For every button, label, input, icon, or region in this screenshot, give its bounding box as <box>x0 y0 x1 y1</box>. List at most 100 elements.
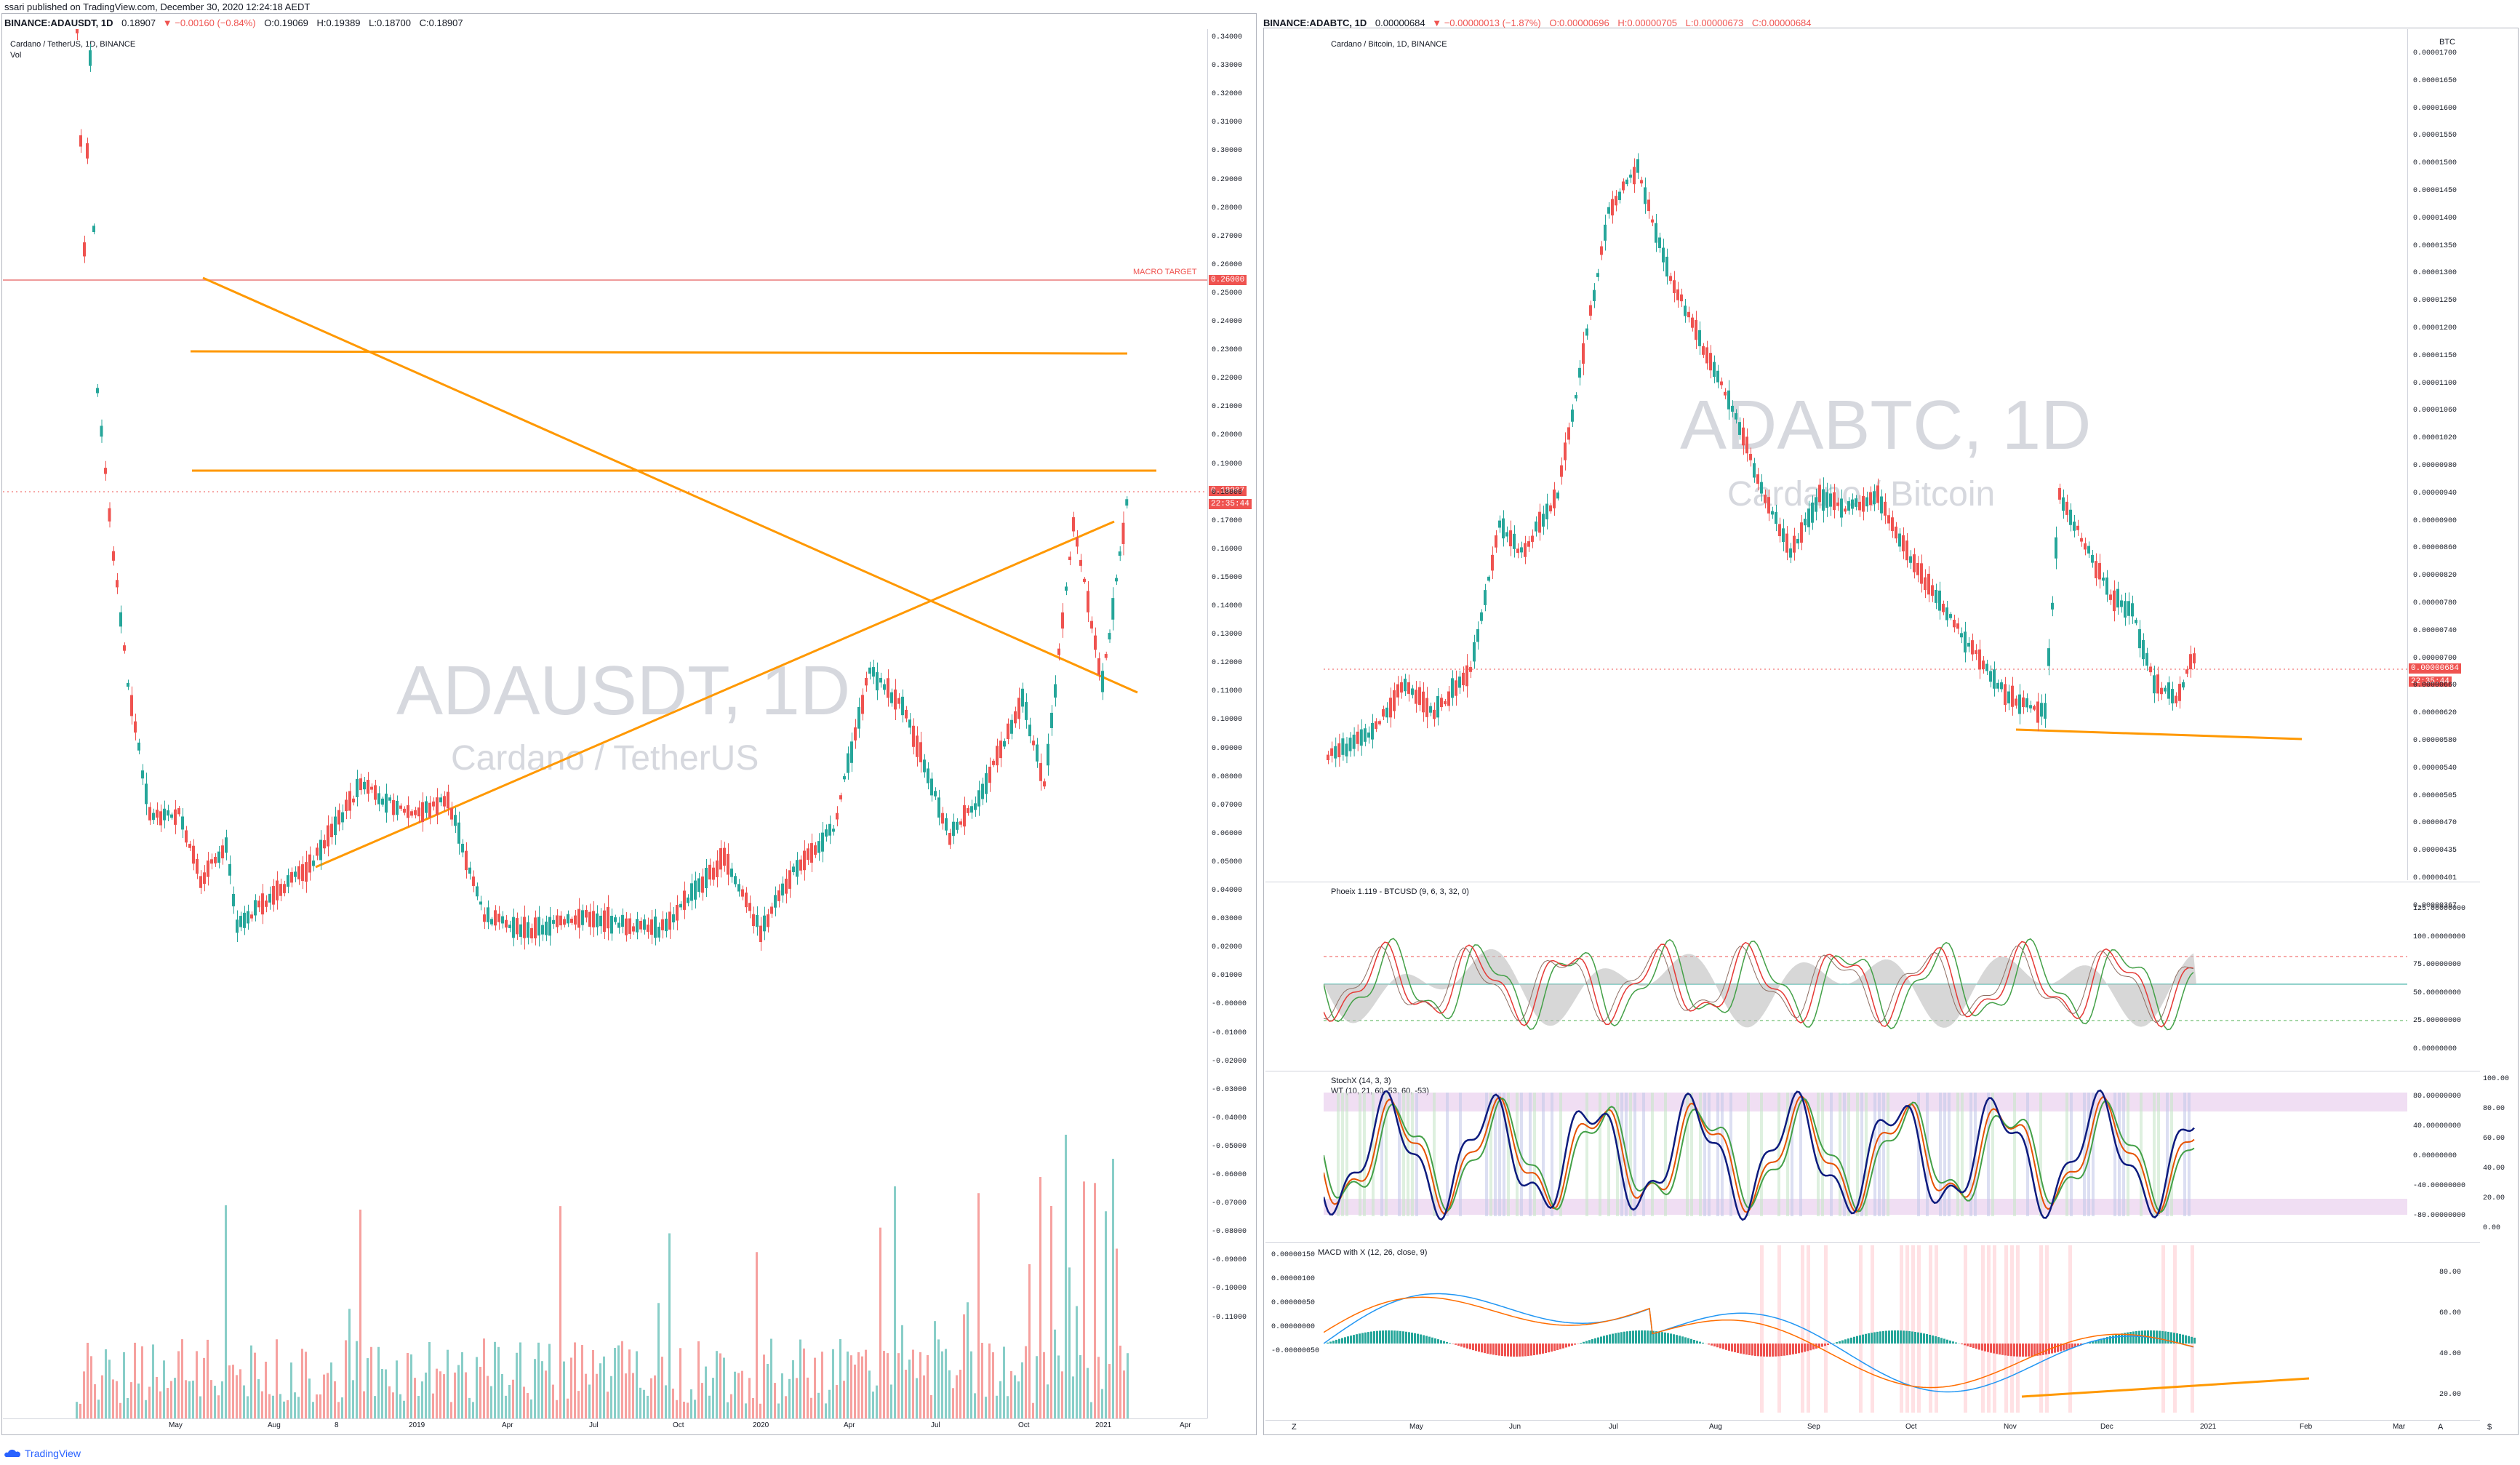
candle-body <box>992 760 995 765</box>
right-corner-a[interactable]: A <box>2438 1423 2444 1432</box>
macd-hist-bar <box>2057 1344 2059 1352</box>
candle-body <box>1691 317 1694 328</box>
macd-hist-bar <box>1425 1336 1428 1344</box>
macd-band <box>1801 1245 1804 1413</box>
macd-hist-bar <box>1615 1333 1617 1344</box>
phoeix-chart[interactable] <box>1324 898 2407 1069</box>
volume-bar <box>981 1343 983 1418</box>
candle-body <box>774 895 777 908</box>
left-x-tick: Apr <box>844 1421 855 1429</box>
left-y-tick: 0.20000 <box>1212 431 1243 440</box>
phoeix-tick: 100.00000000 <box>2413 933 2466 941</box>
left-y-tick: -0.10000 <box>1212 1285 1247 1293</box>
volume-bar <box>494 1341 496 1418</box>
candle-body <box>1404 678 1407 692</box>
macd-hist-bar <box>2103 1338 2105 1344</box>
volume-bar <box>1116 1248 1118 1418</box>
volume-bar <box>1032 1402 1034 1418</box>
left-y-tick: 0.18000 <box>1212 488 1243 497</box>
left-price-chart[interactable] <box>3 29 1207 1433</box>
macd-hist-bar <box>1553 1344 1556 1352</box>
volume-bar <box>723 1357 725 1418</box>
macd-hist-bar <box>1609 1334 1611 1344</box>
candle-body <box>119 612 122 627</box>
candle-body <box>356 778 359 797</box>
candle-body <box>1382 708 1385 717</box>
macd-signal-line <box>1324 1296 2194 1389</box>
candle-body <box>89 50 92 66</box>
macd-hist-bar <box>1478 1344 1480 1352</box>
phoeix-pane[interactable] <box>1265 882 2480 1071</box>
candle-body <box>868 667 871 674</box>
tradingview-logo[interactable]: TradingView <box>4 1448 81 1459</box>
left-change: ▼ −0.00160 (−0.84%) <box>162 17 256 28</box>
volume-bar <box>87 1343 89 1418</box>
candle-body <box>654 917 657 938</box>
left-y-tick: -0.01000 <box>1212 1029 1247 1037</box>
macd-hist-bar <box>2004 1344 2007 1356</box>
right-y-tick: 0.00000900 <box>2413 516 2457 525</box>
candle-body <box>1695 319 1697 340</box>
candle-body <box>985 773 988 794</box>
candle-body <box>883 684 886 690</box>
candle-body <box>1345 743 1348 757</box>
macd-pane[interactable] <box>1265 1242 2480 1421</box>
left-volume <box>76 1134 1129 1418</box>
candle-body <box>92 225 95 232</box>
right-corner-b[interactable]: $ <box>2487 1423 2492 1432</box>
left-x-tick: 2020 <box>753 1421 769 1429</box>
candle-body <box>777 890 780 901</box>
left-y-tick: 0.11000 <box>1212 687 1243 696</box>
volume-bar <box>225 1205 227 1418</box>
candle-body <box>1611 199 1614 216</box>
macd-hist-bar <box>1652 1330 1655 1344</box>
right-price-chart[interactable] <box>1324 29 2407 880</box>
candle-body <box>1840 498 1843 518</box>
right-price-axis[interactable] <box>2407 29 2481 880</box>
candle-body <box>1567 427 1570 440</box>
candle-body <box>76 29 79 33</box>
candle-body <box>1021 688 1024 707</box>
volume-bar <box>1072 1376 1074 1418</box>
right-corner-left[interactable]: Z <box>1292 1423 1297 1432</box>
right-candles <box>1327 153 2196 767</box>
macd-hist-bar <box>1347 1336 1349 1344</box>
candle-body <box>897 698 900 704</box>
macd-hist-bar <box>1911 1331 1913 1344</box>
stoch-band <box>1446 1093 1449 1216</box>
macd-hist-bar <box>1329 1341 1332 1344</box>
left-time-axis[interactable] <box>3 1418 1207 1435</box>
candle-body <box>839 795 842 800</box>
stoch-tick-left: 0.00000000 <box>2413 1152 2457 1160</box>
macd-chart[interactable] <box>1324 1245 2407 1418</box>
candle-body <box>145 783 148 805</box>
candle-body <box>581 910 584 925</box>
candle-body <box>1542 514 1545 527</box>
volume-bar <box>970 1351 972 1418</box>
candle-body <box>479 901 482 905</box>
volume-bar <box>1061 1371 1063 1418</box>
left-price-axis[interactable] <box>1207 29 1257 1418</box>
candle-body <box>923 759 926 773</box>
candle-body <box>254 900 257 916</box>
volume-bar <box>854 1364 856 1418</box>
stoch-chart[interactable] <box>1324 1075 2407 1242</box>
candle-body <box>872 667 875 677</box>
candle-body <box>1844 508 1847 512</box>
right-chart-pane[interactable] <box>1263 28 2519 1435</box>
right-time-axis[interactable] <box>1265 1420 2480 1437</box>
macd-hist-bar <box>1388 1330 1390 1344</box>
volume-bar <box>432 1393 434 1418</box>
macd-hist-bar <box>1484 1344 1486 1354</box>
candle-body <box>432 801 435 807</box>
macd-hist-bar <box>1795 1344 1797 1354</box>
left-close: C:0.18907 <box>419 17 463 28</box>
stoch-pane[interactable] <box>1265 1071 2480 1243</box>
left-y-tick: 0.06000 <box>1212 829 1243 838</box>
stoch-band <box>1633 1093 1636 1216</box>
volume-bar <box>734 1371 736 1418</box>
candle-body <box>919 742 922 762</box>
macd-hist-bar <box>2185 1335 2187 1344</box>
volume-bar <box>541 1361 543 1418</box>
left-chart-pane[interactable] <box>1 13 1257 1435</box>
